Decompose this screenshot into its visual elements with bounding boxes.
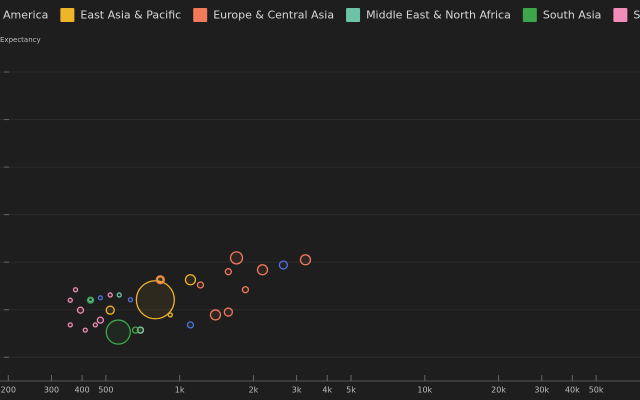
legend-label[interactable]: America	[3, 9, 48, 22]
bubble	[223, 307, 233, 317]
x-tick-label: 5k	[346, 386, 356, 395]
x-tick-label: 40k	[565, 386, 580, 395]
bubble	[86, 296, 95, 304]
bubble	[299, 254, 312, 266]
x-tick-label: 10k	[417, 386, 432, 395]
bubble	[105, 305, 115, 315]
legend-swatch[interactable]	[522, 8, 537, 22]
x-tick-label: 500	[98, 386, 113, 395]
bubble	[256, 264, 269, 276]
bubble	[76, 306, 85, 314]
bubble	[135, 280, 176, 320]
x-tick-label: 300	[44, 386, 59, 395]
x-tick-label: 4k	[322, 386, 332, 395]
bubble	[116, 292, 122, 298]
bubble	[131, 326, 140, 334]
bubble	[229, 251, 244, 265]
bubble	[278, 260, 289, 270]
x-tick-label: 1k	[175, 386, 185, 395]
bubble	[156, 276, 164, 284]
legend-label[interactable]: South Asia	[543, 9, 602, 22]
bubble	[96, 316, 105, 324]
x-tick-label: 200	[1, 386, 16, 395]
x-tick-label: 2k	[249, 386, 259, 395]
bubble	[155, 275, 165, 285]
bubble	[67, 297, 73, 303]
bubble	[167, 312, 173, 318]
bubble	[107, 292, 113, 298]
legend-label[interactable]: East Asia & Pacific	[80, 9, 181, 22]
legend-swatch[interactable]	[613, 8, 628, 22]
bubble	[127, 297, 134, 303]
x-tick-label: 20k	[491, 386, 506, 395]
legend-swatch[interactable]	[60, 8, 75, 22]
x-tick-label: 400	[74, 386, 89, 395]
legend-swatch[interactable]	[346, 8, 361, 22]
legend-label[interactable]: Europe & Central Asia	[213, 9, 334, 22]
bubble	[72, 287, 79, 293]
bubble	[186, 321, 195, 329]
y-axis-label: Expectancy	[0, 36, 41, 44]
bubble	[196, 281, 205, 289]
x-tick-label: 3k	[292, 386, 302, 395]
bubble	[184, 274, 197, 286]
bubble	[209, 309, 222, 321]
legend-label[interactable]: Sub-Saharan Africa	[633, 9, 640, 22]
bubble	[241, 286, 250, 294]
legend-label[interactable]: Middle East & North Africa	[366, 9, 511, 22]
bubble	[224, 268, 232, 276]
x-tick-label: 30k	[534, 386, 549, 395]
bubble	[136, 326, 145, 334]
legend-swatch[interactable]	[193, 8, 208, 22]
bubble	[92, 322, 98, 328]
bubble	[82, 327, 88, 333]
bubble	[67, 322, 73, 328]
bubble	[97, 295, 104, 301]
bubble	[105, 319, 131, 345]
x-tick-label: 50k	[589, 386, 604, 395]
